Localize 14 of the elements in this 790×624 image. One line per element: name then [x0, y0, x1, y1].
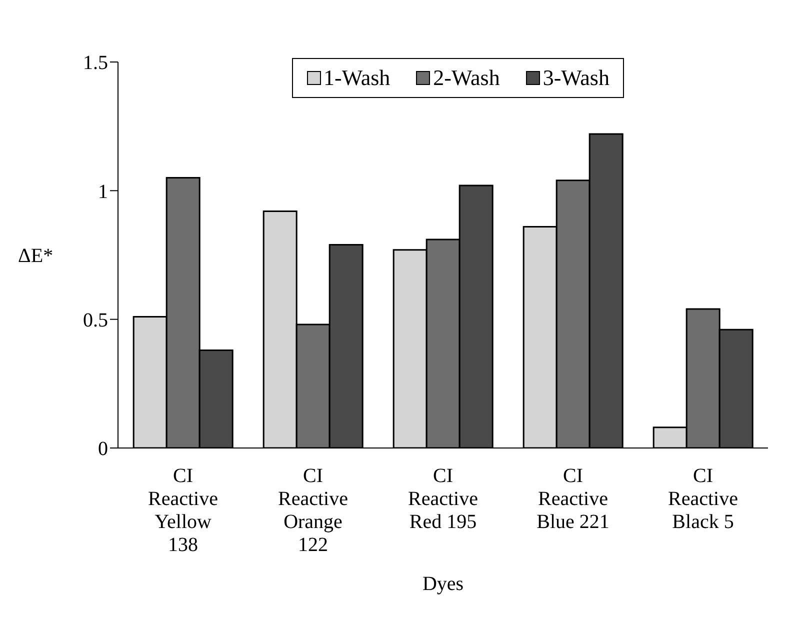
x-tick-label: CI Reactive Black 5 [668, 465, 738, 533]
y-tick-label: 1.5 [83, 52, 108, 74]
y-tick-label: 1 [98, 180, 108, 203]
legend-label: 2-Wash [432, 65, 500, 91]
y-tick-label: 0.5 [83, 309, 108, 332]
x-axis-title: Dyes [422, 573, 464, 595]
x-tick-label: CI Reactive Red 195 [408, 465, 478, 533]
x-tick-label: CI Reactive Blue 221 [536, 465, 610, 533]
legend-label: 1-Wash [322, 65, 390, 91]
y-axis-title: ΔE* [18, 245, 54, 268]
y-tick-label: 0 [98, 438, 108, 460]
x-tick-label: CI Reactive Yellow 138 [148, 465, 218, 556]
x-tick-label: CI Reactive Orange 122 [278, 465, 348, 556]
legend-label: 3-Wash [542, 65, 610, 91]
